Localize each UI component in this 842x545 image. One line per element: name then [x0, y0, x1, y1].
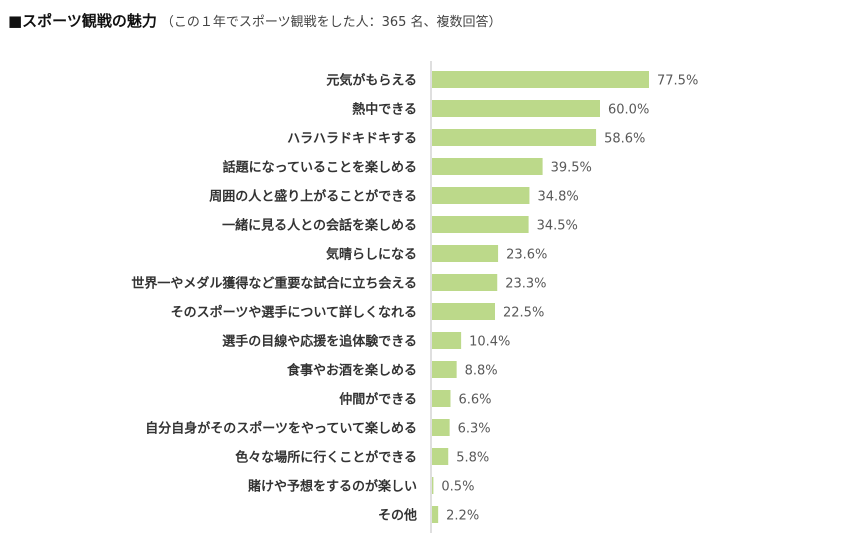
- category-label: 熱中できる: [352, 102, 417, 118]
- chart-title: ■スポーツ観戦の魅力: [8, 12, 157, 30]
- category-label: 自分自身がそのスポーツをやっていて楽しめる: [145, 421, 417, 437]
- value-label: 10.4%: [469, 335, 510, 350]
- value-label: 39.5%: [551, 161, 592, 176]
- value-label: 6.3%: [458, 422, 491, 437]
- bar: [432, 448, 449, 465]
- category-label: 元気がもらえる: [326, 73, 417, 89]
- category-label: 選手の目線や応援を追体験できる: [222, 334, 417, 350]
- bar: [432, 158, 543, 175]
- bar: [432, 274, 498, 291]
- category-label: 食事やお酒を楽しめる: [287, 363, 417, 379]
- bar: [432, 129, 597, 146]
- value-label: 5.8%: [456, 451, 489, 466]
- value-label: 23.3%: [505, 277, 546, 292]
- value-label: 34.8%: [537, 190, 578, 205]
- value-label: 8.8%: [465, 364, 498, 379]
- value-label: 34.5%: [537, 219, 578, 234]
- value-label: 23.6%: [506, 248, 547, 263]
- bar: [432, 419, 450, 436]
- value-label: 0.5%: [441, 480, 474, 495]
- bar: [432, 361, 457, 378]
- category-label: 世界一やメダル獲得など重要な試合に立ち会える: [131, 276, 417, 292]
- category-label: その他: [378, 508, 417, 524]
- value-label: 58.6%: [604, 132, 645, 147]
- category-label: 賭けや予想をするのが楽しい: [248, 479, 417, 495]
- bar: [432, 303, 495, 320]
- value-label: 77.5%: [657, 74, 698, 89]
- value-label: 6.6%: [458, 393, 491, 408]
- value-label: 2.2%: [446, 509, 479, 524]
- chart-title-row: ■スポーツ観戦の魅力 （この１年でスポーツ観戦をした人：365 名、複数回答）: [8, 10, 502, 31]
- category-label: 仲間ができる: [339, 392, 417, 408]
- bar: [432, 71, 649, 88]
- value-label: 60.0%: [608, 103, 649, 118]
- category-label: 一緒に見る人との会話を楽しめる: [222, 218, 417, 234]
- bar: [432, 506, 439, 523]
- bar: [432, 100, 600, 117]
- category-label: 周囲の人と盛り上がることができる: [209, 189, 417, 205]
- category-label: ハラハラドキドキする: [287, 132, 417, 147]
- chart-subtitle: （この１年でスポーツ観戦をした人：365 名、複数回答）: [160, 15, 502, 30]
- category-label: 話題になっていることを楽しめる: [223, 160, 417, 176]
- category-label: そのスポーツや選手について詳しくなれる: [171, 305, 417, 321]
- category-label: 色々な場所に行くことができる: [235, 450, 417, 466]
- bar: [432, 477, 434, 494]
- bar: [432, 390, 451, 407]
- value-label: 22.5%: [503, 306, 544, 321]
- bar: [432, 187, 530, 204]
- bar: [432, 216, 529, 233]
- bar: [432, 245, 499, 262]
- bar: [432, 332, 462, 349]
- category-label: 気晴らしになる: [326, 247, 417, 263]
